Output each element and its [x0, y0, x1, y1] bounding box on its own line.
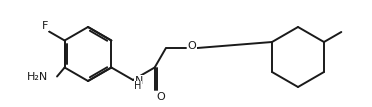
Text: F: F: [42, 21, 48, 30]
Text: O: O: [156, 92, 165, 103]
Text: H₂N: H₂N: [27, 71, 48, 82]
Text: O: O: [187, 41, 196, 51]
Text: H: H: [134, 81, 141, 91]
Text: N: N: [135, 76, 144, 86]
